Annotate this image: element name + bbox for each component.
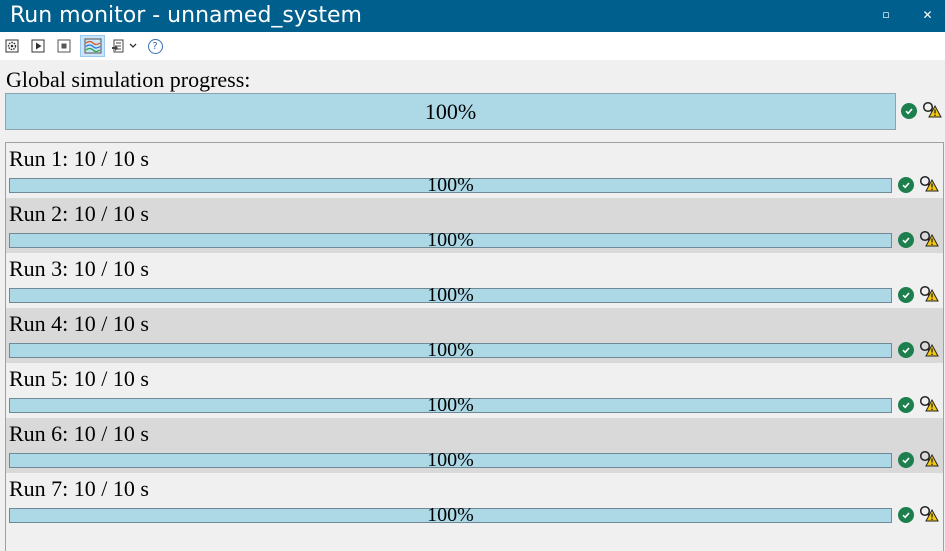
warning-log-icon[interactable] xyxy=(919,230,939,248)
run-row: Run 3: 10 / 10 s 100% xyxy=(6,253,943,308)
close-button[interactable]: ✕ xyxy=(922,8,933,22)
stop-icon xyxy=(57,39,71,53)
success-check-icon xyxy=(898,177,914,193)
run-row: Run 5: 10 / 10 s 100% xyxy=(6,363,943,418)
export-dropdown-icon xyxy=(112,39,137,53)
run-progress-bar: 100% xyxy=(9,174,892,196)
global-progress-fill xyxy=(6,94,895,129)
run-button[interactable] xyxy=(27,35,49,57)
run-label: Run 7: 10 / 10 s xyxy=(9,476,149,501)
run-row: Run 6: 10 / 10 s 100% xyxy=(6,418,943,473)
maximize-button[interactable]: ▫ xyxy=(882,8,890,21)
waveform-chart-icon xyxy=(84,38,101,54)
warning-log-icon[interactable] xyxy=(919,285,939,303)
success-check-icon xyxy=(901,103,917,119)
warning-log-icon[interactable] xyxy=(919,395,939,413)
run-progress-percent: 100% xyxy=(427,504,474,526)
runs-list[interactable]: Run 1: 10 / 10 s 100% Run 2: 10 / 10 s 1… xyxy=(5,142,944,551)
run-progress-percent: 100% xyxy=(427,284,474,306)
global-progress-percent: 100% xyxy=(424,99,477,124)
run-row: Run 1: 10 / 10 s 100% xyxy=(6,143,943,198)
run-progress-percent: 100% xyxy=(427,174,474,196)
run-progress-bar: 100% xyxy=(9,449,892,471)
run-row: Run 2: 10 / 10 s 100% xyxy=(6,198,943,253)
help-icon: ? xyxy=(147,38,163,54)
window-title: Run monitor - unnamed_system xyxy=(10,3,362,28)
run-progress-fill xyxy=(10,344,891,357)
play-icon xyxy=(31,39,45,53)
success-check-icon xyxy=(898,287,914,303)
toolbar: ? xyxy=(0,32,945,60)
success-check-icon xyxy=(898,507,914,523)
run-label: Run 4: 10 / 10 s xyxy=(9,311,149,336)
title-bar: Run monitor - unnamed_system ▫ ✕ xyxy=(0,0,945,32)
success-check-icon xyxy=(898,452,914,468)
run-progress-percent: 100% xyxy=(427,229,474,251)
run-progress-fill xyxy=(10,179,891,192)
success-check-icon xyxy=(898,397,914,413)
plot-results-button[interactable] xyxy=(80,35,105,57)
run-progress-fill xyxy=(10,454,891,467)
run-progress-fill xyxy=(10,289,891,302)
run-progress-bar: 100% xyxy=(9,504,892,526)
run-progress-fill xyxy=(10,399,891,412)
run-label: Run 2: 10 / 10 s xyxy=(9,201,149,226)
run-label: Run 1: 10 / 10 s xyxy=(9,146,149,171)
settings-gear-icon xyxy=(5,39,19,53)
warning-log-icon[interactable] xyxy=(919,340,939,358)
success-check-icon xyxy=(898,342,914,358)
run-progress-bar: 100% xyxy=(9,284,892,306)
run-progress-bar: 100% xyxy=(9,229,892,251)
run-progress-percent: 100% xyxy=(427,339,474,361)
run-progress-percent: 100% xyxy=(427,394,474,416)
warning-log-icon[interactable] xyxy=(919,505,939,523)
warning-log-icon[interactable] xyxy=(919,175,939,193)
run-label: Run 3: 10 / 10 s xyxy=(9,256,149,281)
global-progress-label: Global simulation progress: xyxy=(6,67,251,92)
run-progress-fill xyxy=(10,509,891,522)
run-row: Run 7: 10 / 10 s 100% xyxy=(6,473,943,528)
warning-log-icon[interactable] xyxy=(919,450,939,468)
settings-button[interactable] xyxy=(1,35,23,57)
run-progress-fill xyxy=(10,234,891,247)
run-label: Run 5: 10 / 10 s xyxy=(9,366,149,391)
run-progress-bar: 100% xyxy=(9,394,892,416)
warning-log-icon[interactable] xyxy=(922,101,942,119)
global-progress-bar: 100% xyxy=(5,93,896,130)
success-check-icon xyxy=(898,232,914,248)
run-row: Run 4: 10 / 10 s 100% xyxy=(6,308,943,363)
run-progress-percent: 100% xyxy=(427,449,474,471)
run-label: Run 6: 10 / 10 s xyxy=(9,421,149,446)
help-button[interactable]: ? xyxy=(144,35,166,57)
export-dropdown-button[interactable] xyxy=(110,35,140,57)
stop-button[interactable] xyxy=(53,35,75,57)
run-progress-bar: 100% xyxy=(9,339,892,361)
